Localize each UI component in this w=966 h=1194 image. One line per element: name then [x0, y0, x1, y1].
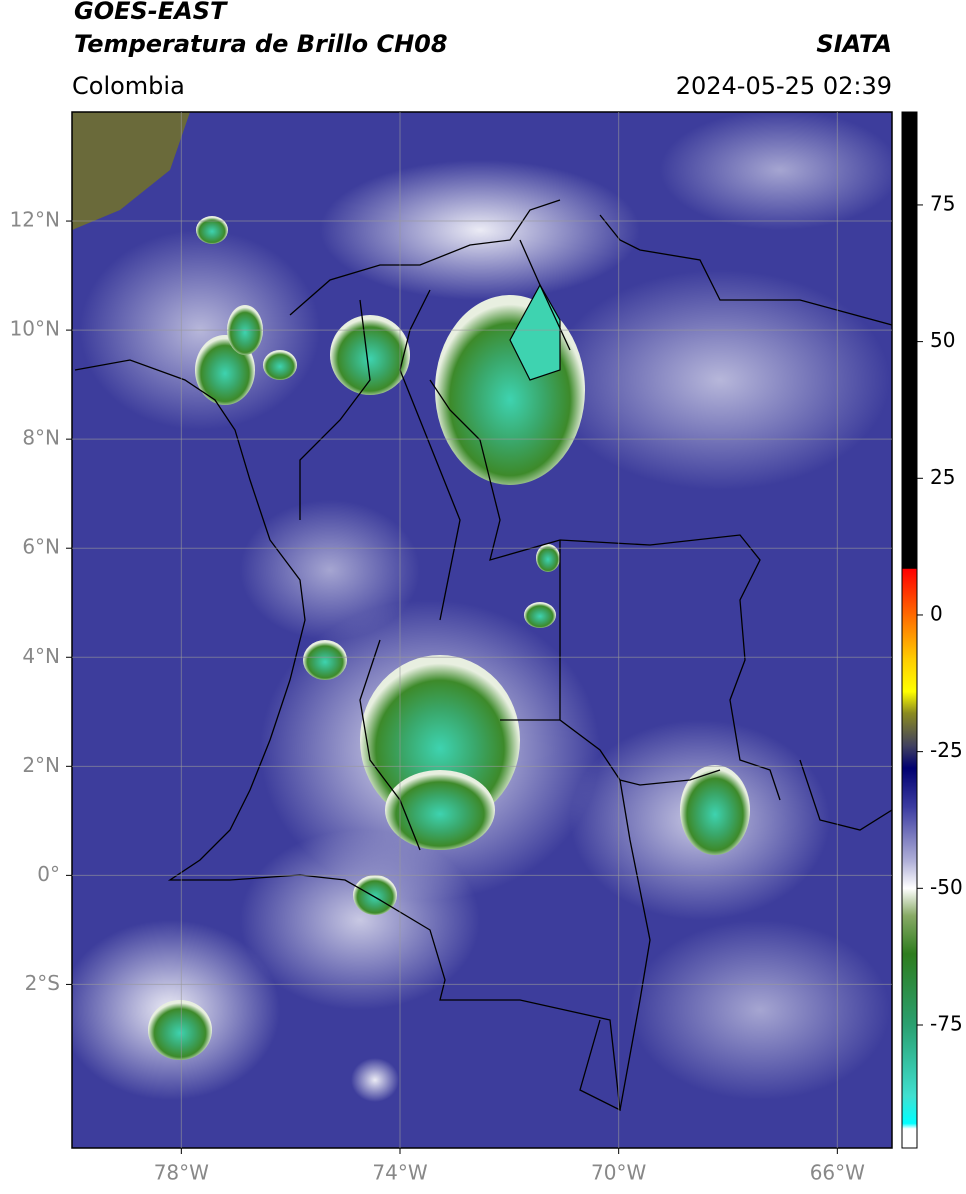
- x-tick-label: 66°W: [810, 1161, 865, 1185]
- y-tick-label: 4°N: [22, 644, 60, 668]
- x-tick-label: 70°W: [591, 1161, 646, 1185]
- y-tick-label: 2°N: [22, 753, 60, 777]
- colorbar-tick-label: -25: [930, 738, 963, 762]
- colorbar-tick-label: 50: [930, 328, 955, 352]
- region: Colombia: [72, 72, 185, 100]
- y-tick-label: 12°N: [10, 208, 60, 232]
- timestamp: 2024-05-25 02:39: [676, 72, 892, 100]
- y-tick-label: 8°N: [22, 426, 60, 450]
- x-tick-label: 78°W: [154, 1161, 209, 1185]
- map-frame: [71, 111, 893, 1149]
- y-tick-label: 10°N: [10, 317, 60, 341]
- source: SIATA: [816, 30, 892, 58]
- subtitle: Temperatura de Brillo CH08: [74, 30, 448, 58]
- title: GOES-EAST: [74, 0, 228, 25]
- borders: [74, 199, 892, 1112]
- colorbar-tick-label: -50: [930, 875, 963, 899]
- colorbar-tick-label: 0: [930, 601, 943, 625]
- colorbar-tick-label: 75: [930, 191, 955, 215]
- y-tick-label: 6°N: [22, 535, 60, 559]
- colorbar-tick-label: 25: [930, 465, 955, 489]
- satellite-image: [72, 112, 892, 1148]
- y-tick-label: 2°S: [25, 971, 60, 995]
- colorbar: [901, 111, 918, 1149]
- x-tick-label: 74°W: [372, 1161, 427, 1185]
- y-tick-label: 0°: [37, 862, 60, 886]
- colorbar-tick-label: -75: [930, 1011, 963, 1035]
